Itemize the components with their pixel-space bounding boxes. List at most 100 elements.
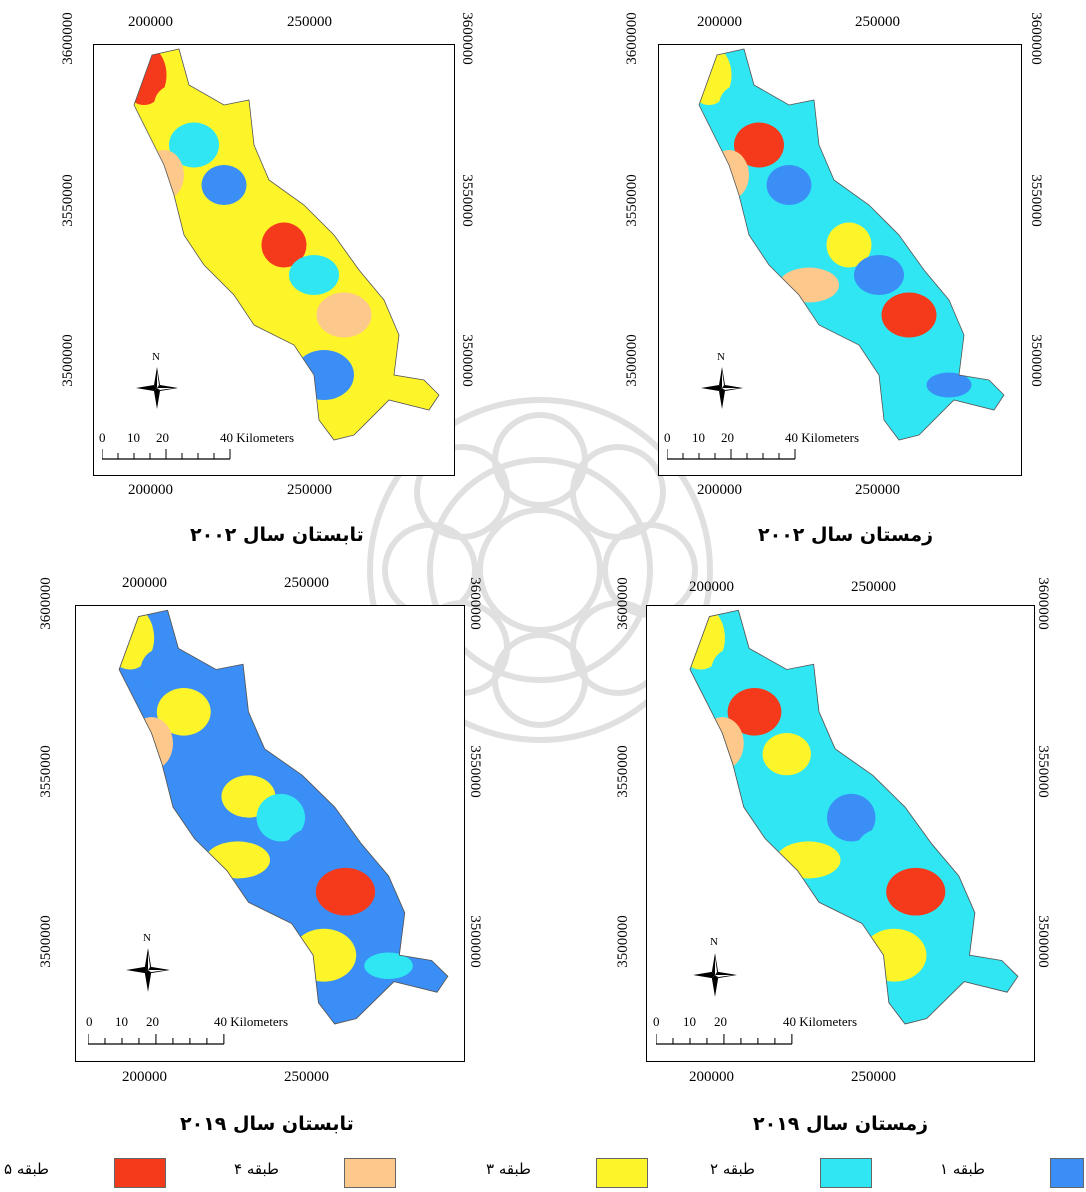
scale-label: 20 bbox=[714, 1014, 727, 1029]
legend-item-class2: طبقه ۲ bbox=[706, 1158, 876, 1190]
y-tick-left: 3500000 bbox=[614, 915, 631, 968]
land-cover-patch bbox=[140, 648, 184, 691]
legend-label: طبقه ۱ bbox=[940, 1160, 985, 1178]
land-cover-patch bbox=[827, 793, 876, 842]
legend-label: طبقه ۴ bbox=[234, 1160, 279, 1178]
scale-bar bbox=[88, 1034, 225, 1045]
land-cover-map bbox=[698, 48, 1005, 441]
land-cover-patch bbox=[256, 793, 306, 842]
legend-label: طبقه ۲ bbox=[710, 1160, 755, 1178]
map-frame: N 0 10 20 40 Kilometers bbox=[658, 44, 1022, 476]
scale-label: 0 bbox=[664, 430, 671, 445]
y-tick-right: 3500000 bbox=[1027, 334, 1044, 387]
north-arrow-icon bbox=[701, 367, 743, 409]
land-cover-patch bbox=[214, 267, 274, 303]
legend-item-class5: طبقه ۵ bbox=[0, 1158, 170, 1190]
land-cover-map bbox=[118, 609, 449, 1025]
x-tick-top: 250000 bbox=[855, 14, 900, 30]
y-tick-left: 3500000 bbox=[59, 334, 76, 387]
land-cover-patch bbox=[926, 372, 972, 398]
scale-label: 20 bbox=[156, 430, 169, 445]
land-cover-patch bbox=[862, 928, 927, 982]
north-arrow-icon bbox=[136, 367, 178, 409]
north-label: N bbox=[717, 351, 725, 363]
map-panel-summer-2002: 200000 250000 N 0 10 20 40 Kilometers 20… bbox=[0, 0, 543, 560]
land-cover-patch bbox=[934, 952, 983, 979]
land-cover-patch bbox=[291, 928, 357, 982]
land-cover-patch bbox=[191, 732, 241, 776]
scale-label: 40 Kilometers bbox=[783, 1014, 858, 1029]
north-label: N bbox=[152, 351, 160, 363]
y-tick-right: 3550000 bbox=[1034, 745, 1051, 798]
land-cover-patch bbox=[316, 292, 372, 338]
y-tick-left: 3600000 bbox=[59, 12, 76, 65]
x-tick-top: 200000 bbox=[697, 14, 742, 30]
y-tick-left: 3600000 bbox=[614, 577, 631, 630]
land-cover-patch bbox=[286, 828, 341, 871]
y-tick-right: 3500000 bbox=[466, 915, 483, 968]
legend-item-class3: طبقه ۳ bbox=[482, 1158, 652, 1190]
y-tick-left: 3550000 bbox=[37, 745, 54, 798]
y-tick-left: 3550000 bbox=[623, 174, 640, 227]
land-cover-patch bbox=[289, 255, 339, 295]
map-caption: تابستان سال ۲۰۰۲ bbox=[190, 524, 364, 546]
scale-label: 10 bbox=[692, 430, 705, 445]
land-cover-patch bbox=[261, 222, 307, 268]
land-cover-patch bbox=[709, 150, 749, 200]
land-cover-patch bbox=[776, 841, 841, 879]
scale-label: 20 bbox=[721, 430, 734, 445]
x-tick-bottom: 200000 bbox=[697, 482, 742, 498]
land-cover-map bbox=[689, 609, 1019, 1025]
land-cover-map bbox=[133, 48, 440, 441]
land-cover-patch bbox=[766, 165, 812, 205]
legend: طبقه ۵ طبقه ۴ طبقه ۳ طبقه ۲ طبقه ۱ bbox=[0, 1154, 1086, 1192]
y-tick-right: 3600000 bbox=[1034, 577, 1051, 630]
scale-bar bbox=[102, 449, 231, 460]
map-caption: زمستان سال ۲۰۱۹ bbox=[753, 1113, 929, 1135]
land-cover-patch bbox=[205, 841, 270, 879]
scale-bar bbox=[656, 1034, 793, 1045]
x-tick-top: 200000 bbox=[122, 575, 167, 591]
legend-swatch bbox=[596, 1158, 648, 1188]
land-cover-patch bbox=[201, 165, 247, 205]
x-tick-top: 250000 bbox=[284, 575, 329, 591]
x-tick-bottom: 250000 bbox=[855, 482, 900, 498]
scale-label: 40 Kilometers bbox=[214, 1014, 289, 1029]
map-caption: تابستان سال ۲۰۱۹ bbox=[180, 1113, 354, 1135]
land-cover-patch bbox=[169, 122, 219, 168]
north-label: N bbox=[143, 932, 151, 944]
y-tick-right: 3500000 bbox=[1034, 915, 1051, 968]
map-frame: N 0 10 20 40 Kilometers bbox=[646, 605, 1035, 1062]
y-tick-right: 3550000 bbox=[466, 745, 483, 798]
y-tick-right: 3600000 bbox=[458, 12, 475, 65]
y-tick-right: 3550000 bbox=[1027, 174, 1044, 227]
land-cover-patch bbox=[727, 688, 782, 736]
legend-swatch bbox=[114, 1158, 166, 1188]
map-frame: N 0 10 20 40 Kilometers bbox=[75, 605, 465, 1062]
legend-swatch bbox=[344, 1158, 396, 1188]
land-cover-patch bbox=[859, 350, 919, 400]
north-arrow-icon bbox=[693, 953, 737, 997]
y-tick-right: 3600000 bbox=[466, 577, 483, 630]
land-cover-patch bbox=[854, 255, 904, 295]
land-cover-patch bbox=[856, 828, 911, 871]
land-cover-patch bbox=[294, 350, 354, 400]
map-panel-winter-2019: 200000 250000 N 0 10 20 40 Kilometers 20… bbox=[543, 565, 1086, 1150]
land-cover-patch bbox=[129, 717, 173, 771]
scale-label: 0 bbox=[653, 1014, 660, 1029]
legend-item-class4: طبقه ۴ bbox=[230, 1158, 400, 1190]
land-cover-patch bbox=[700, 717, 744, 771]
y-tick-left: 3600000 bbox=[37, 577, 54, 630]
x-tick-bottom: 250000 bbox=[287, 482, 332, 498]
land-cover-patch bbox=[734, 122, 784, 168]
y-tick-left: 3500000 bbox=[623, 334, 640, 387]
x-tick-top: 250000 bbox=[851, 579, 896, 595]
scale-label: 10 bbox=[127, 430, 140, 445]
land-cover-patch bbox=[156, 688, 211, 736]
scale-label: 0 bbox=[86, 1014, 93, 1029]
land-cover-patch bbox=[881, 292, 937, 338]
map-caption: زمستان سال ۲۰۰۲ bbox=[758, 524, 934, 546]
x-tick-top: 250000 bbox=[287, 14, 332, 30]
land-cover-patch bbox=[711, 648, 755, 691]
land-cover-patch bbox=[364, 952, 413, 979]
